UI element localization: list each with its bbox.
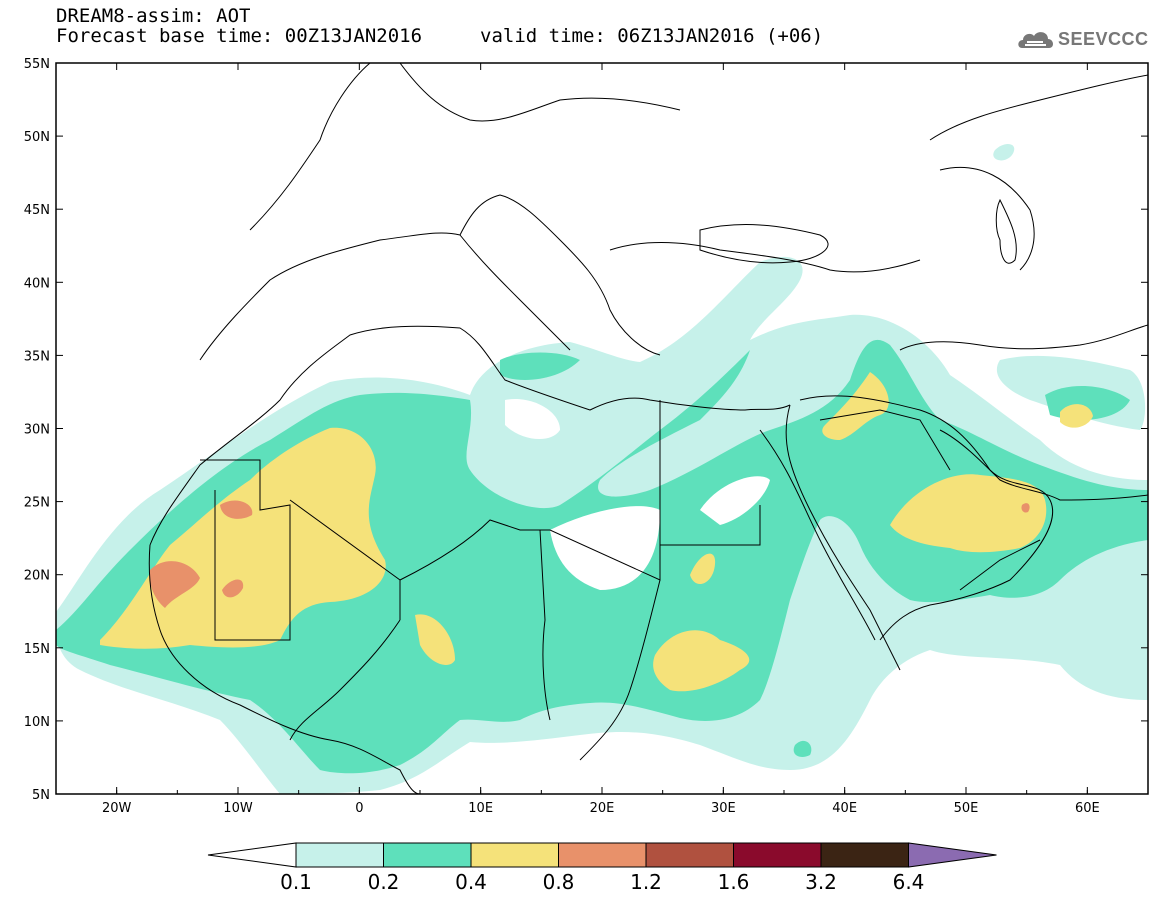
aot-clean-areas (505, 399, 770, 590)
logo-text: SEEVCCC (1058, 29, 1149, 49)
lat-label: 35N (24, 349, 50, 364)
map-title: DREAM8-assim: AOT (56, 5, 251, 27)
lat-label: 10N (24, 715, 50, 730)
cloud-logo-icon (1018, 32, 1054, 48)
colorbar-segment (645, 842, 734, 868)
aot-colorbar (207, 842, 997, 868)
colorbar-segment (470, 842, 559, 868)
lat-label: 40N (24, 276, 50, 291)
lat-label: 50N (24, 130, 50, 145)
lat-label: 25N (24, 496, 50, 511)
lat-label: 5N (32, 788, 50, 803)
colorbar-segment (733, 842, 822, 868)
country-borders (148, 63, 1148, 794)
valid-time: valid time: 06Z13JAN2016 (+06) (480, 25, 824, 47)
colorbar-segment (383, 842, 472, 868)
lon-label: 20E (590, 801, 615, 816)
lon-label: 50E (954, 801, 979, 816)
lat-label: 15N (24, 642, 50, 657)
colorbar-label: 0.1 (280, 870, 312, 894)
aot-band-0-8 (149, 500, 1030, 608)
lon-label: 30E (711, 801, 736, 816)
lon-label: 20W (102, 801, 132, 816)
colorbar-over-arrow (908, 842, 997, 868)
colorbar-segment (820, 842, 909, 868)
latitude-labels: 55N 50N 45N 40N 35N 30N 25N 20N 15N 10N 5N (24, 57, 50, 803)
colorbar-labels: 0.1 0.2 0.4 0.8 1.2 1.6 3.2 6.4 (280, 870, 924, 894)
colorbar-label: 0.4 (455, 870, 487, 894)
forecast-base-time: Forecast base time: 00Z13JAN2016 (56, 25, 423, 47)
lon-label: 10W (223, 801, 253, 816)
lat-label: 30N (24, 423, 50, 438)
colorbar-label: 6.4 (893, 870, 925, 894)
lat-label: 20N (24, 569, 50, 584)
lon-label: 60E (1075, 801, 1100, 816)
lon-label: 40E (832, 801, 857, 816)
longitude-labels: 20W 10W 0 10E 20E 30E 40E 50E 60E (102, 801, 1100, 816)
colorbar-label: 0.8 (543, 870, 575, 894)
colorbar-under-arrow (207, 842, 297, 868)
colorbar-label: 0.2 (368, 870, 400, 894)
colorbar-segment (558, 842, 647, 868)
lat-label: 55N (24, 57, 50, 72)
colorbar-label: 3.2 (805, 870, 837, 894)
colorbar-segment (295, 842, 384, 868)
colorbar-label: 1.2 (630, 870, 662, 894)
aot-contours (56, 143, 1148, 794)
seevccc-logo: SEEVCCC (1016, 26, 1156, 52)
colorbar-label: 1.6 (718, 870, 750, 894)
lon-label: 10E (468, 801, 493, 816)
forecast-times: Forecast base time: 00Z13JAN2016 valid ti… (56, 25, 823, 47)
lat-label: 45N (24, 203, 50, 218)
lon-label: 0 (355, 801, 363, 816)
axis-ticks (55, 62, 1149, 795)
